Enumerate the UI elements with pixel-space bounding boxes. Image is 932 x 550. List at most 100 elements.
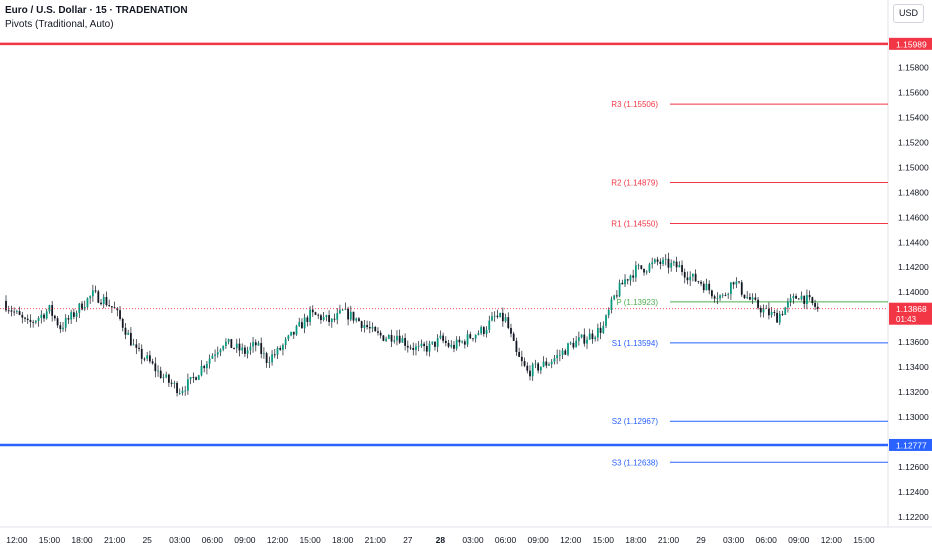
candle-up — [102, 297, 105, 305]
candle-down — [768, 308, 770, 316]
candle-up — [787, 301, 789, 308]
candle-up — [189, 376, 192, 380]
candle-up — [336, 313, 339, 320]
candle-down — [510, 328, 512, 334]
candle-down — [683, 272, 686, 278]
candle-up — [719, 295, 721, 299]
candle-up — [645, 271, 648, 273]
candle-down — [129, 332, 132, 346]
price-tick-label: 1.15800 — [898, 62, 929, 72]
candle-down — [108, 305, 111, 307]
time-tick-label: 27 — [403, 535, 413, 545]
price-tick-label: 1.14800 — [898, 187, 929, 197]
candle-down — [238, 343, 241, 351]
candle-down — [168, 374, 170, 383]
pivot-label: S1 (1.13594) — [612, 339, 659, 348]
candle-up — [401, 338, 404, 343]
horizontal-levels[interactable] — [0, 42, 888, 447]
candle-up — [485, 329, 488, 334]
candle-up — [634, 265, 637, 278]
candle-down — [170, 382, 173, 384]
candle-down — [26, 318, 29, 320]
chart-title[interactable]: Euro / U.S. Dollar · 15 · TRADENATION — [5, 5, 188, 16]
candle-up — [64, 318, 67, 328]
candle-down — [572, 342, 575, 348]
pivot-label: S2 (1.12967) — [612, 417, 659, 426]
candle-up — [558, 355, 561, 356]
candle-down — [377, 331, 379, 333]
candle-down — [711, 290, 713, 297]
time-tick-label: 03:00 — [169, 535, 191, 545]
candle-down — [21, 314, 24, 318]
candle-up — [78, 303, 81, 313]
candle-down — [681, 265, 683, 273]
currency-button[interactable]: USD — [893, 4, 924, 23]
time-tick-label: 06:00 — [756, 535, 778, 545]
candle-up — [480, 327, 483, 334]
level-badge — [889, 37, 932, 50]
price-tick-label: 1.15600 — [898, 87, 929, 97]
candle-up — [770, 312, 773, 316]
candle-up — [257, 343, 260, 346]
candle-up — [678, 265, 681, 268]
candle-down — [583, 334, 586, 344]
candle-down — [529, 370, 531, 377]
candle-down — [814, 303, 816, 307]
candle-down — [143, 358, 146, 360]
candle-down — [59, 325, 62, 330]
candle-up — [417, 346, 420, 347]
candle-up — [309, 309, 311, 323]
price-tick-label: 1.14000 — [898, 287, 929, 297]
candle-down — [797, 298, 800, 300]
candle-up — [594, 337, 597, 340]
time-tick-label: 21:00 — [104, 535, 126, 545]
candle-down — [140, 348, 143, 359]
candle-down — [360, 321, 363, 328]
candle-down — [759, 307, 762, 313]
candle-up — [436, 338, 439, 347]
time-tick-label: 25 — [142, 535, 152, 545]
indicator-legend[interactable]: Pivots (Traditional, Auto) — [5, 19, 114, 30]
candle-up — [284, 339, 287, 345]
candle-down — [501, 312, 504, 322]
time-tick-label: 09:00 — [234, 535, 256, 545]
candle-down — [591, 333, 594, 340]
price-tick-label: 1.15400 — [898, 112, 929, 122]
candle-up — [716, 298, 719, 300]
candle-down — [632, 275, 635, 278]
candle-down — [124, 327, 127, 335]
candle-down — [640, 265, 643, 269]
price-tick-label: 1.15200 — [898, 137, 929, 147]
candle-up — [577, 337, 580, 341]
candle-down — [398, 335, 401, 343]
candle-up — [282, 344, 284, 350]
candle-down — [444, 340, 447, 343]
candle-down — [523, 361, 526, 366]
pivot-label: R2 (1.14879) — [611, 178, 658, 187]
candle-down — [105, 297, 108, 306]
candle-down — [154, 363, 157, 372]
candle-up — [800, 295, 803, 300]
time-tick-label: 12:00 — [821, 535, 843, 545]
candle-down — [406, 345, 409, 348]
candle-down — [776, 312, 778, 323]
countdown-label: 01:43 — [896, 315, 917, 324]
candle-down — [192, 376, 195, 378]
candle-up — [241, 347, 244, 351]
candle-down — [708, 283, 711, 291]
candle-down — [757, 299, 759, 308]
candle-up — [252, 342, 254, 347]
candle-down — [472, 338, 474, 340]
candle-down — [233, 348, 235, 349]
candle-down — [507, 317, 510, 329]
candle-up — [691, 273, 694, 277]
candle-down — [366, 325, 368, 328]
candle-up — [200, 365, 203, 376]
time-tick-label: 12:00 — [6, 535, 28, 545]
candle-up — [83, 306, 86, 310]
candle-down — [5, 300, 7, 311]
time-axis[interactable]: 12:00 15:00 18:00 21:00 25 03:00 06:00 09:00 12:… — [6, 535, 875, 545]
candle-up — [428, 343, 431, 352]
last-price-label: 1.13868 — [896, 304, 927, 314]
